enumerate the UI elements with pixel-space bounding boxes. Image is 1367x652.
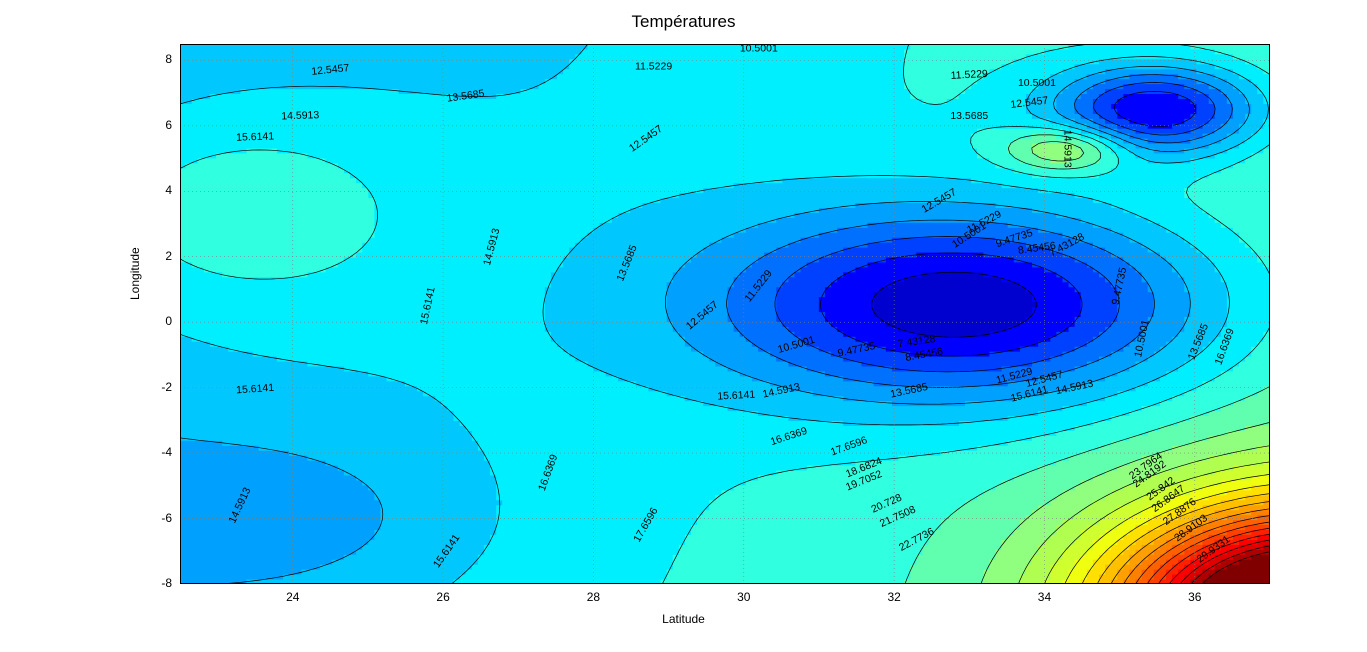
plot-area: 10.500111.522912.545713.568514.591315.61… (180, 44, 1270, 584)
chart-title: Températures (0, 12, 1367, 32)
y-tick: 2 (165, 249, 172, 263)
y-tick: 0 (165, 314, 172, 328)
y-tick: -8 (161, 576, 172, 590)
x-tick: 30 (734, 590, 754, 604)
x-tick: 34 (1034, 590, 1054, 604)
svg-text:15.6141: 15.6141 (236, 130, 275, 143)
y-tick: 4 (165, 183, 172, 197)
svg-text:10.5001: 10.5001 (1018, 77, 1056, 89)
x-axis-label: Latitude (0, 612, 1367, 626)
svg-text:11.5229: 11.5229 (950, 68, 988, 82)
x-tick: 28 (583, 590, 603, 604)
y-tick: -4 (161, 445, 172, 459)
svg-text:11.5229: 11.5229 (635, 61, 672, 73)
svg-text:15.6141: 15.6141 (717, 389, 756, 403)
x-tick: 26 (433, 590, 453, 604)
x-tick: 24 (283, 590, 303, 604)
contour-plot: 10.500111.522912.545713.568514.591315.61… (180, 44, 1270, 584)
svg-text:10.5001: 10.5001 (740, 44, 778, 55)
y-tick: 6 (165, 118, 172, 132)
svg-text:14.5913: 14.5913 (1061, 130, 1073, 168)
x-tick: 32 (884, 590, 904, 604)
x-tick: 36 (1185, 590, 1205, 604)
svg-text:13.5685: 13.5685 (950, 110, 988, 122)
svg-text:14.5913: 14.5913 (281, 109, 320, 122)
y-tick: 8 (165, 52, 172, 66)
y-tick: -2 (161, 380, 172, 394)
figure: Températures Longitude Latitude 10.5001 1… (0, 0, 1367, 652)
y-tick: -6 (161, 511, 172, 525)
y-axis-label: Longitude (128, 247, 142, 300)
